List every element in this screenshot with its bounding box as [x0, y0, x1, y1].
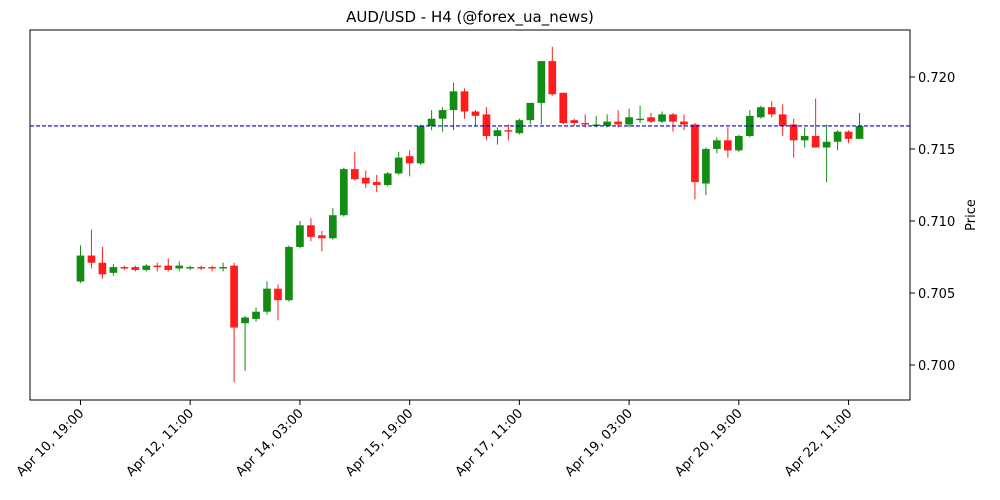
x-tick-label: Apr 12, 11:00: [124, 406, 197, 479]
candle-body: [636, 118, 644, 121]
candle-body: [186, 267, 195, 269]
candle-body: [164, 265, 173, 270]
candle-body: [647, 117, 655, 122]
candle-body: [208, 267, 216, 269]
candle-body: [274, 288, 282, 301]
y-axis-label: Price: [964, 199, 979, 231]
candle-body: [350, 169, 359, 180]
candle-body: [460, 91, 469, 112]
candle-body: [767, 107, 776, 115]
candle-body: [87, 255, 96, 263]
candle-body: [669, 114, 677, 122]
candle-body: [142, 265, 151, 270]
candle-body: [318, 235, 326, 239]
candle-body: [822, 141, 831, 148]
chart-title: AUD/USD - H4 (@forex_ua_news): [346, 8, 594, 27]
candle-body: [175, 265, 184, 269]
x-tick-label: Apr 22, 11:00: [782, 406, 855, 479]
candle-body: [153, 265, 162, 268]
candle-body: [361, 177, 370, 184]
candle-body: [702, 148, 710, 184]
candle-body: [811, 136, 820, 148]
candle-body: [570, 120, 579, 124]
candle-body: [548, 61, 557, 95]
candle-body: [724, 140, 732, 151]
candle-body: [307, 225, 315, 237]
candle-body: [680, 121, 688, 125]
candle-body: [614, 121, 622, 125]
candle-body: [581, 123, 590, 125]
y-tick-label: 0.715: [918, 143, 955, 158]
candle-body: [603, 121, 611, 126]
x-tick-label: Apr 19, 03:00: [562, 406, 635, 479]
candle-body: [241, 317, 249, 324]
candle-body: [471, 111, 480, 116]
candle-body: [197, 267, 206, 269]
candle-body: [339, 169, 348, 216]
x-tick-label: Apr 17, 11:00: [453, 406, 526, 479]
candle-body: [493, 130, 502, 137]
candle-body: [504, 130, 513, 132]
candle-body: [120, 267, 129, 269]
candle-body: [131, 267, 140, 270]
candle-body: [230, 265, 238, 328]
candle-body: [844, 131, 853, 139]
candle-body: [252, 311, 260, 319]
candle-body: [833, 131, 842, 142]
candle-body: [691, 124, 699, 183]
candle-body: [219, 267, 227, 269]
x-tick-label: Apr 10, 19:00: [14, 406, 87, 479]
candle-body: [526, 102, 535, 121]
candle-body: [109, 267, 118, 273]
candle-body: [559, 92, 568, 124]
candle-body: [427, 118, 436, 126]
candle-body: [734, 136, 743, 151]
candle-body: [756, 107, 765, 118]
y-tick-label: 0.700: [918, 359, 955, 374]
candle-body: [383, 173, 392, 185]
y-tick-label: 0.710: [918, 215, 955, 230]
candle-body: [713, 140, 721, 149]
candle-body: [625, 117, 633, 125]
candle-body: [98, 262, 107, 275]
candle-body: [405, 156, 414, 164]
candle-body: [778, 114, 787, 126]
candle-body: [482, 114, 491, 137]
candle-body: [416, 125, 425, 164]
candle-body: [263, 288, 271, 312]
candle-body: [438, 110, 447, 119]
candle-body: [296, 225, 304, 247]
candle-body: [658, 114, 666, 122]
candle-body: [394, 157, 403, 174]
candle-body: [855, 125, 864, 139]
candle-body: [449, 91, 458, 111]
x-tick-label: Apr 14, 03:00: [233, 406, 306, 479]
candle-body: [285, 246, 293, 301]
x-tick-label: Apr 20, 19:00: [672, 406, 745, 479]
candle-body: [372, 182, 381, 185]
y-tick-label: 0.705: [918, 287, 955, 302]
candle-body: [789, 124, 798, 141]
candle-body: [537, 61, 546, 103]
candle-body: [515, 120, 524, 134]
candle-body: [800, 136, 809, 141]
candle-body: [592, 124, 601, 126]
y-tick-label: 0.720: [918, 71, 955, 86]
x-tick-label: Apr 15, 19:00: [343, 406, 416, 479]
plot-frame: [29, 29, 911, 401]
candle-body: [745, 115, 754, 137]
candle-body: [329, 215, 337, 239]
candle-body: [76, 255, 85, 282]
